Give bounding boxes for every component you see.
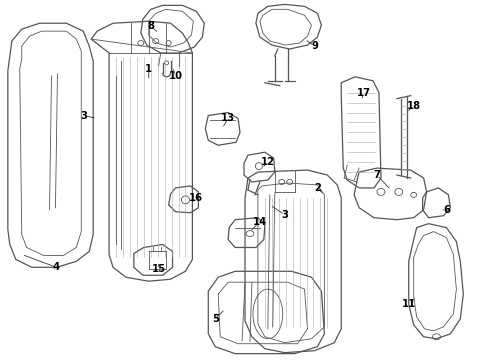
Text: 9: 9 — [311, 41, 318, 51]
Text: 11: 11 — [402, 299, 416, 309]
Text: 6: 6 — [443, 205, 450, 215]
Text: 7: 7 — [373, 170, 380, 180]
Text: 3: 3 — [281, 210, 288, 220]
Text: 12: 12 — [261, 157, 275, 167]
Text: 5: 5 — [212, 314, 219, 324]
Text: 13: 13 — [221, 113, 235, 123]
Text: 2: 2 — [314, 183, 321, 193]
Text: 1: 1 — [145, 64, 152, 74]
Text: 4: 4 — [53, 262, 60, 272]
Text: 17: 17 — [357, 88, 371, 98]
Text: 16: 16 — [188, 193, 202, 203]
Text: 18: 18 — [407, 100, 421, 111]
Text: 10: 10 — [169, 71, 183, 81]
Text: 8: 8 — [147, 21, 154, 31]
Text: 15: 15 — [151, 264, 166, 274]
Text: 3: 3 — [80, 111, 87, 121]
Text: 14: 14 — [253, 217, 267, 227]
